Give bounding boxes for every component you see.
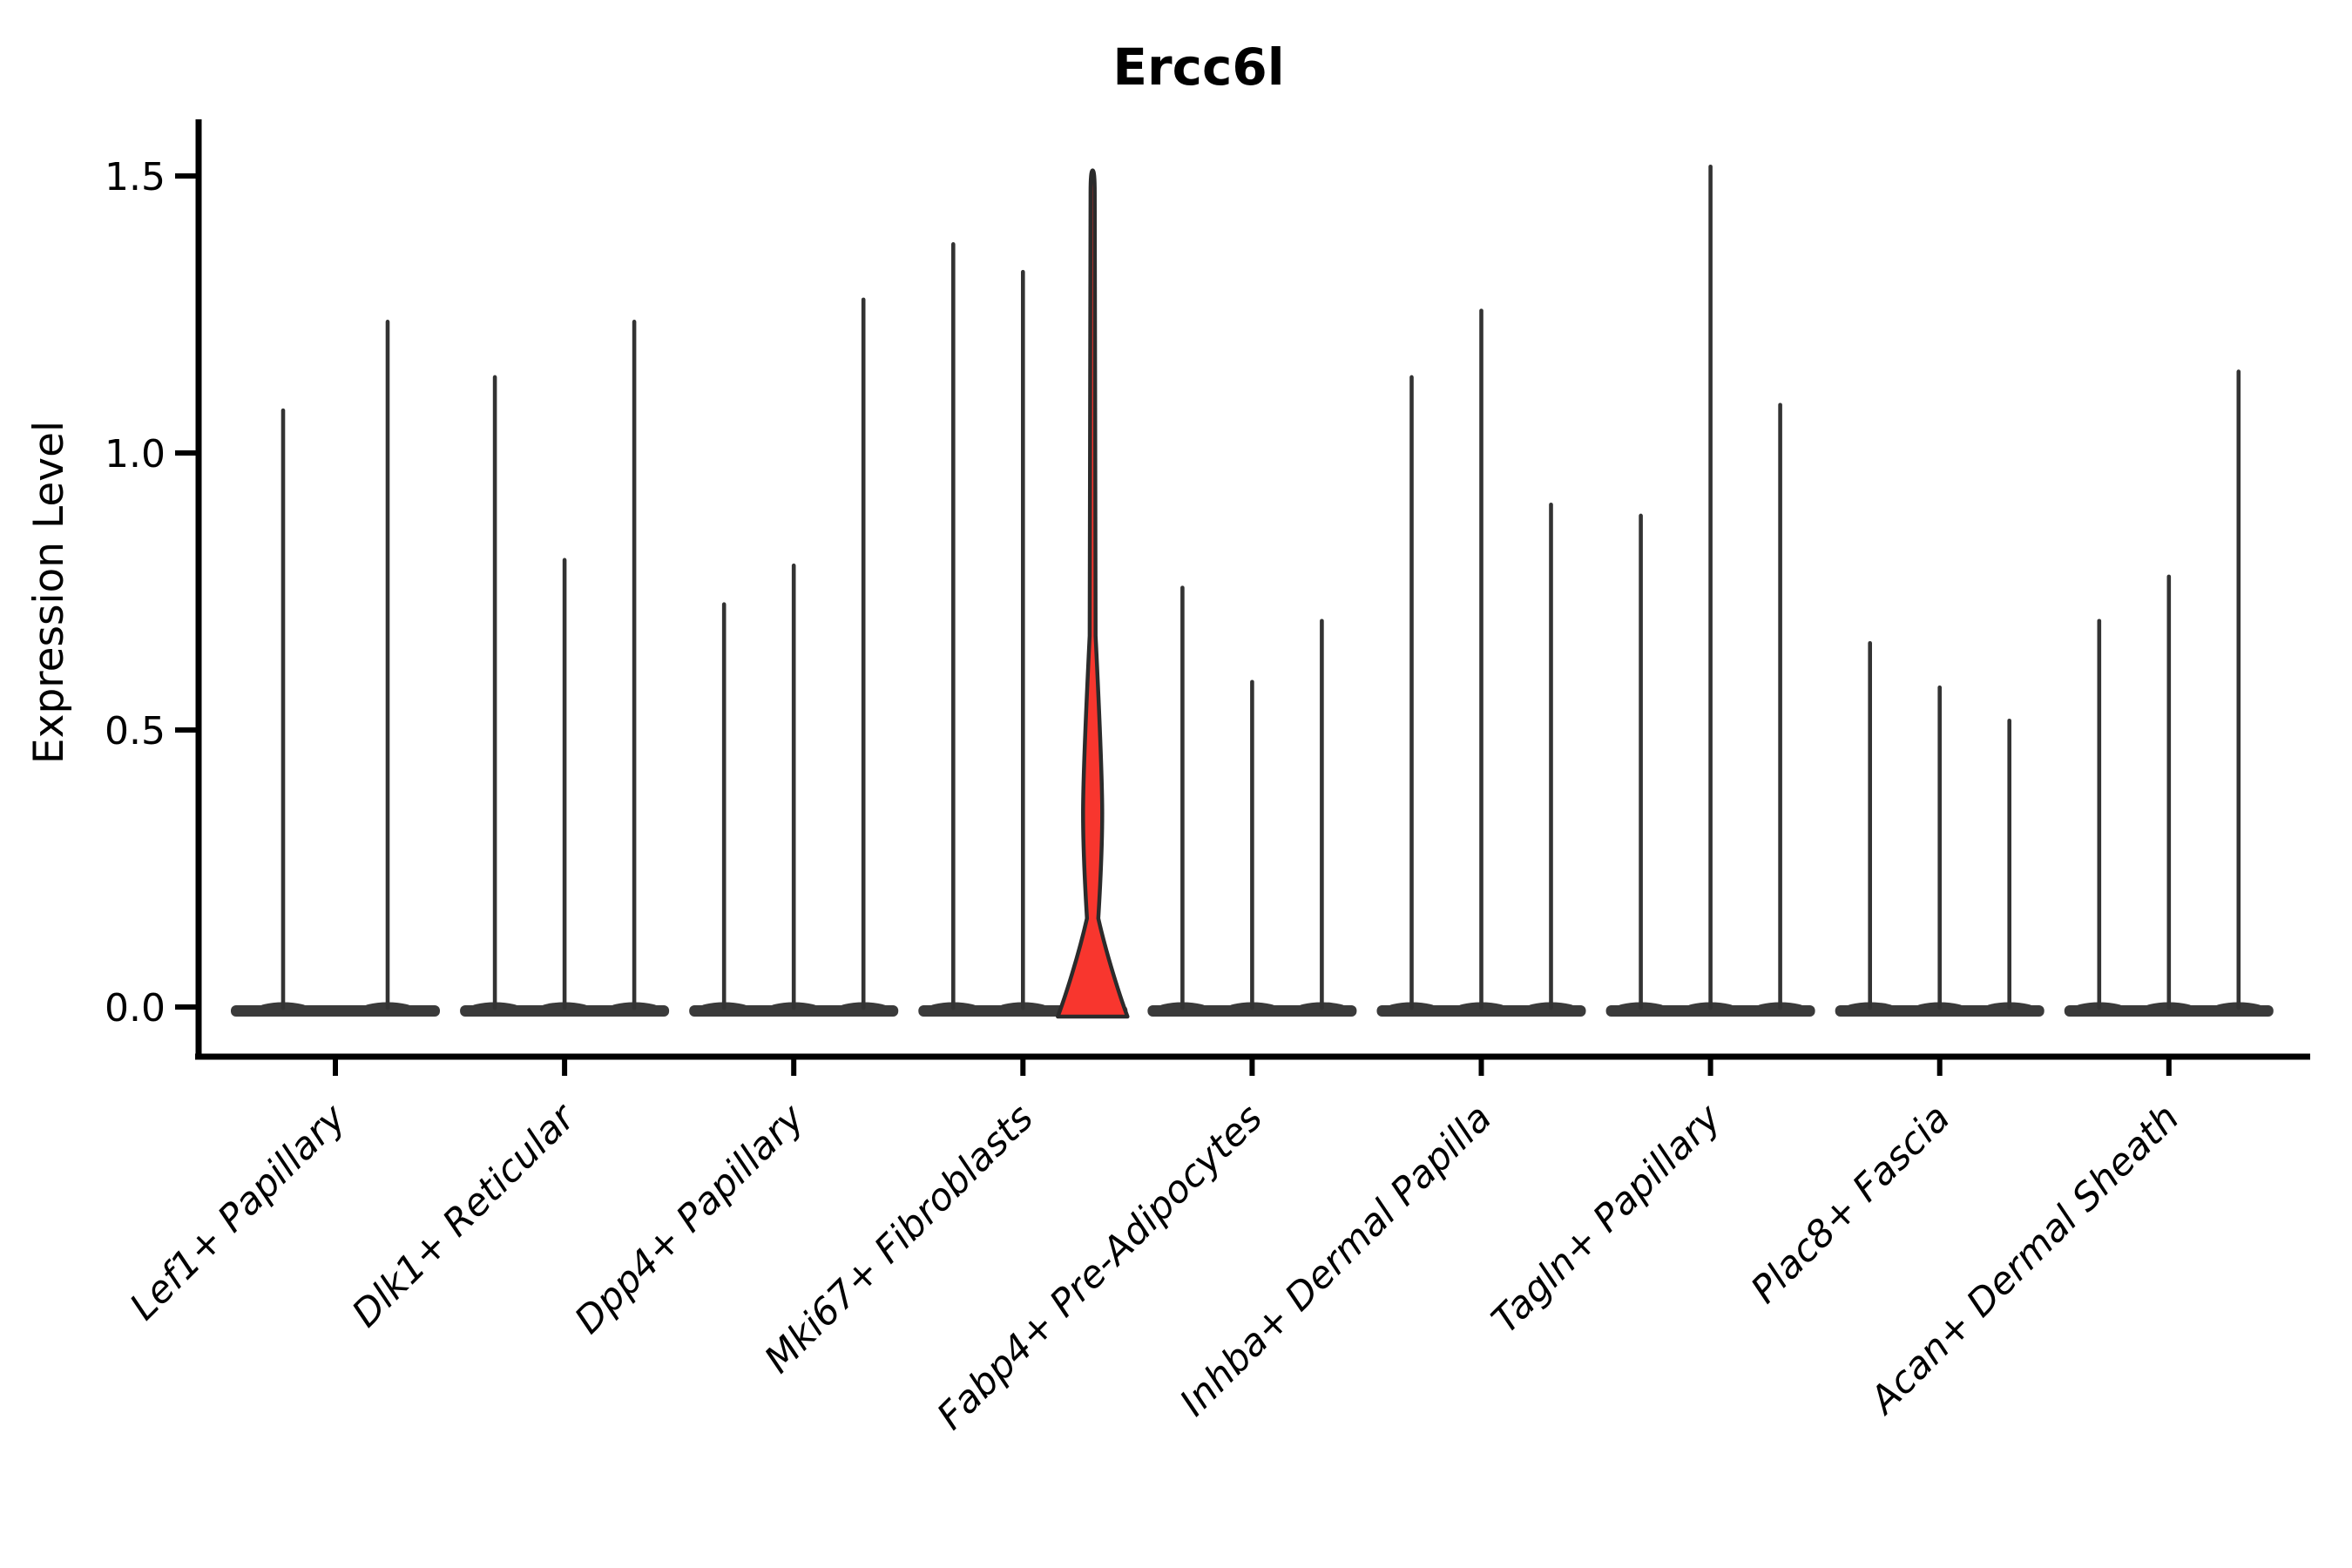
- y-axis-ticks: 0.0 0.5 1.0 1.5: [105, 155, 199, 1031]
- y-axis-label: Expression Level: [25, 421, 73, 764]
- x-axis-label: Plac8+ Fascia: [1743, 1096, 1959, 1312]
- x-axis-label: Tagln+ Papillary: [1484, 1096, 1730, 1342]
- highlighted-violin: [1056, 168, 1130, 1019]
- plot-title: Ercc6l: [1112, 37, 1284, 97]
- x-axis-label: Lef1+ Papillary: [122, 1096, 355, 1328]
- y-tick-label: 1.5: [105, 155, 166, 199]
- x-axis-ticks: [333, 1057, 2172, 1076]
- y-tick-label: 1.0: [105, 432, 166, 476]
- y-tick-label: 0.5: [105, 709, 166, 754]
- violins-layer: [231, 164, 2274, 1019]
- x-axis-label: Dpp4+ Papillary: [566, 1096, 813, 1342]
- y-tick-label: 0.0: [105, 986, 166, 1031]
- x-axis-label: Dlk1+ Reticular: [344, 1095, 585, 1336]
